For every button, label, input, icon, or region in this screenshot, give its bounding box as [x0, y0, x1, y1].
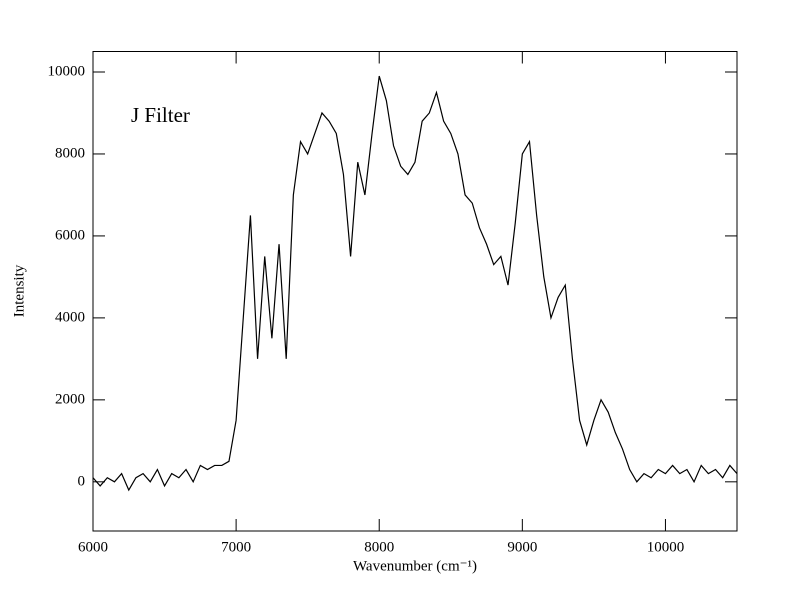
data-line: [92, 75, 738, 492]
x-tick-label: 7000: [221, 539, 251, 555]
annotation: J Filter: [131, 103, 190, 127]
y-tick-label: 6000: [55, 227, 85, 243]
plot-frame: [92, 51, 738, 532]
x-tick-label: 10000: [647, 539, 685, 555]
y-tick-label: 2000: [55, 391, 85, 407]
x-tick-label: 6000: [78, 539, 108, 555]
y-axis-label: Intensity: [11, 264, 27, 317]
x-axis-label: Wavenumber (cm⁻¹): [353, 558, 477, 574]
x-tick-label: 9000: [507, 539, 537, 555]
y-tick-label: 0: [78, 473, 86, 489]
y-tick-label: 8000: [55, 145, 85, 161]
y-tick-label: 4000: [55, 309, 85, 325]
x-tick-label: 8000: [364, 539, 394, 555]
y-tick-label: 10000: [48, 63, 86, 79]
